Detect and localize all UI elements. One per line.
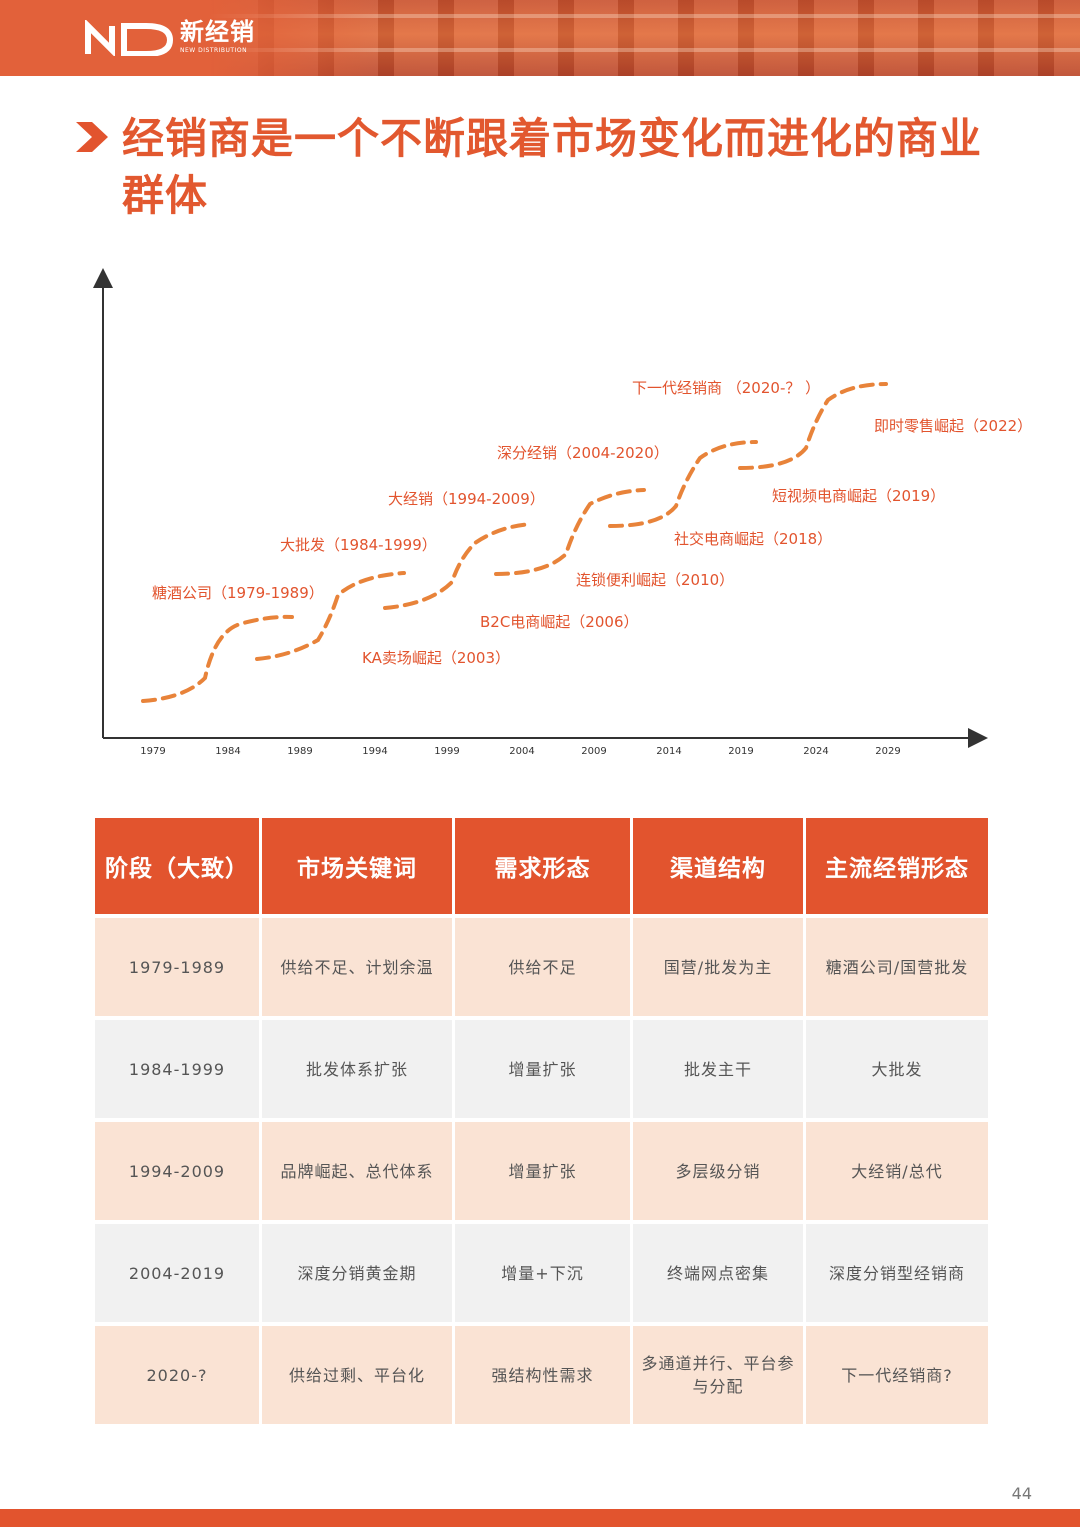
stage-curve-1994 [383,522,534,610]
table-cell: 批发体系扩张 [262,1020,452,1118]
page-number: 44 [1011,1484,1032,1503]
table-cell: 强结构性需求 [455,1326,630,1424]
x-tick-label: 1999 [434,746,459,757]
stage-curve-2004 [494,488,646,576]
table-cell: 糖酒公司/国营批发 [806,918,988,1016]
table-row: 2020-? 供给过剩、平台化 强结构性需求 多通道并行、平台参与分配 下一代经销商? [95,1326,988,1424]
table-cell: 品牌崛起、总代体系 [262,1122,452,1220]
x-tick-label: 2024 [803,746,828,757]
x-tick-label: 2019 [728,746,753,757]
table-cell: 1994-2009 [95,1122,259,1220]
x-tick-label: 1984 [215,746,240,757]
x-tick-labels: 1979 1984 1989 1994 1999 2004 2009 2014 2019 2024… [140,746,900,757]
table-cell: 大批发 [806,1020,988,1118]
stage-labels: 糖酒公司（1979-1989） 大批发（1984-1999） 大经销（1994-20… [152,379,820,602]
table-cell: 批发主干 [633,1020,803,1118]
stage-curve-1984 [255,571,406,661]
table-cell: 多通道并行、平台参与分配 [633,1326,803,1424]
shelf-stripe [0,14,1080,18]
table-cell: 供给不足、计划余温 [262,918,452,1016]
header-banner: 新经销 NEW DISTRIBUTION [0,0,1080,76]
banner-fade [0,0,380,76]
stage-curve-2020 [738,382,888,470]
stage-curve-1979 [141,614,294,703]
stage-label: 糖酒公司（1979-1989） [152,584,324,602]
table-row: 1984-1999 批发体系扩张 增量扩张 批发主干 大批发 [95,1020,988,1118]
stage-label: 下一代经销商 （2020-？ ） [632,379,820,397]
stage-curve-2014 [608,440,758,528]
stage-label: 大经销（1994-2009） [388,490,545,508]
table-header-row: 阶段（大致） 市场关键词 需求形态 渠道结构 主流经销形态 [95,818,988,914]
stage-table: 阶段（大致） 市场关键词 需求形态 渠道结构 主流经销形态 1979-1989 供… [92,814,991,1428]
header-stage: 阶段（大致） [95,818,259,914]
stage-label: 大批发（1984-1999） [280,536,437,554]
table-cell: 下一代经销商? [806,1326,988,1424]
stage-label: 深分经销（2004-2020） [497,444,669,462]
table-cell: 2020-? [95,1326,259,1424]
table-cell: 增量+下沉 [455,1224,630,1322]
event-label: 连锁便利崛起（2010） [576,571,734,589]
table-cell: 1979-1989 [95,918,259,1016]
header-market-keywords: 市场关键词 [262,818,452,914]
x-tick-label: 2009 [581,746,606,757]
table-cell: 深度分销黄金期 [262,1224,452,1322]
x-tick-label: 1979 [140,746,165,757]
x-tick-label: 1994 [362,746,387,757]
evolution-chart: 1979 1984 1989 1994 1999 2004 2009 2014 2019 2024… [93,268,1032,757]
logo-mark-icon [85,20,174,56]
table-row: 1979-1989 供给不足、计划余温 供给不足 国营/批发为主 糖酒公司/国营批发 [95,918,988,1016]
table-cell: 终端网点密集 [633,1224,803,1322]
table-cell: 1984-1999 [95,1020,259,1118]
event-label: 即时零售崛起（2022） [874,417,1032,435]
table-cell: 供给过剩、平台化 [262,1326,452,1424]
footer-bar [0,1509,1080,1527]
page-title: 经销商是一个不断跟着市场变化而进化的商业群体 [122,114,983,220]
header-distribution-form: 主流经销形态 [806,818,988,914]
header-channel-structure: 渠道结构 [633,818,803,914]
event-label: 社交电商崛起（2018） [674,530,832,548]
table-cell: 2004-2019 [95,1224,259,1322]
event-label: KA卖场崛起（2003） [362,649,510,667]
logo-text: 新经销 [180,18,255,46]
event-label: 短视频电商崛起（2019） [772,487,945,505]
x-tick-label: 2014 [656,746,681,757]
shelf-stripe [0,48,1080,52]
table-cell: 增量扩张 [455,1020,630,1118]
table-cell: 多层级分销 [633,1122,803,1220]
table-row: 1994-2009 品牌崛起、总代体系 增量扩张 多层级分销 大经销/总代 [95,1122,988,1220]
header-demand-form: 需求形态 [455,818,630,914]
table-cell: 增量扩张 [455,1122,630,1220]
event-label: B2C电商崛起（2006） [480,613,638,631]
x-tick-label: 2029 [875,746,900,757]
table-row: 2004-2019 深度分销黄金期 增量+下沉 终端网点密集 深度分销型经销商 [95,1224,988,1322]
chevron-right-icon [76,122,108,152]
event-labels: KA卖场崛起（2003） B2C电商崛起（2006） 连锁便利崛起（2010） 社交电… [362,417,1032,667]
table-cell: 供给不足 [455,918,630,1016]
x-tick-label: 2004 [509,746,534,757]
table-cell: 大经销/总代 [806,1122,988,1220]
x-tick-label: 1989 [287,746,312,757]
table-cell: 国营/批发为主 [633,918,803,1016]
table-cell: 深度分销型经销商 [806,1224,988,1322]
logo-subtitle: NEW DISTRIBUTION [180,47,248,54]
